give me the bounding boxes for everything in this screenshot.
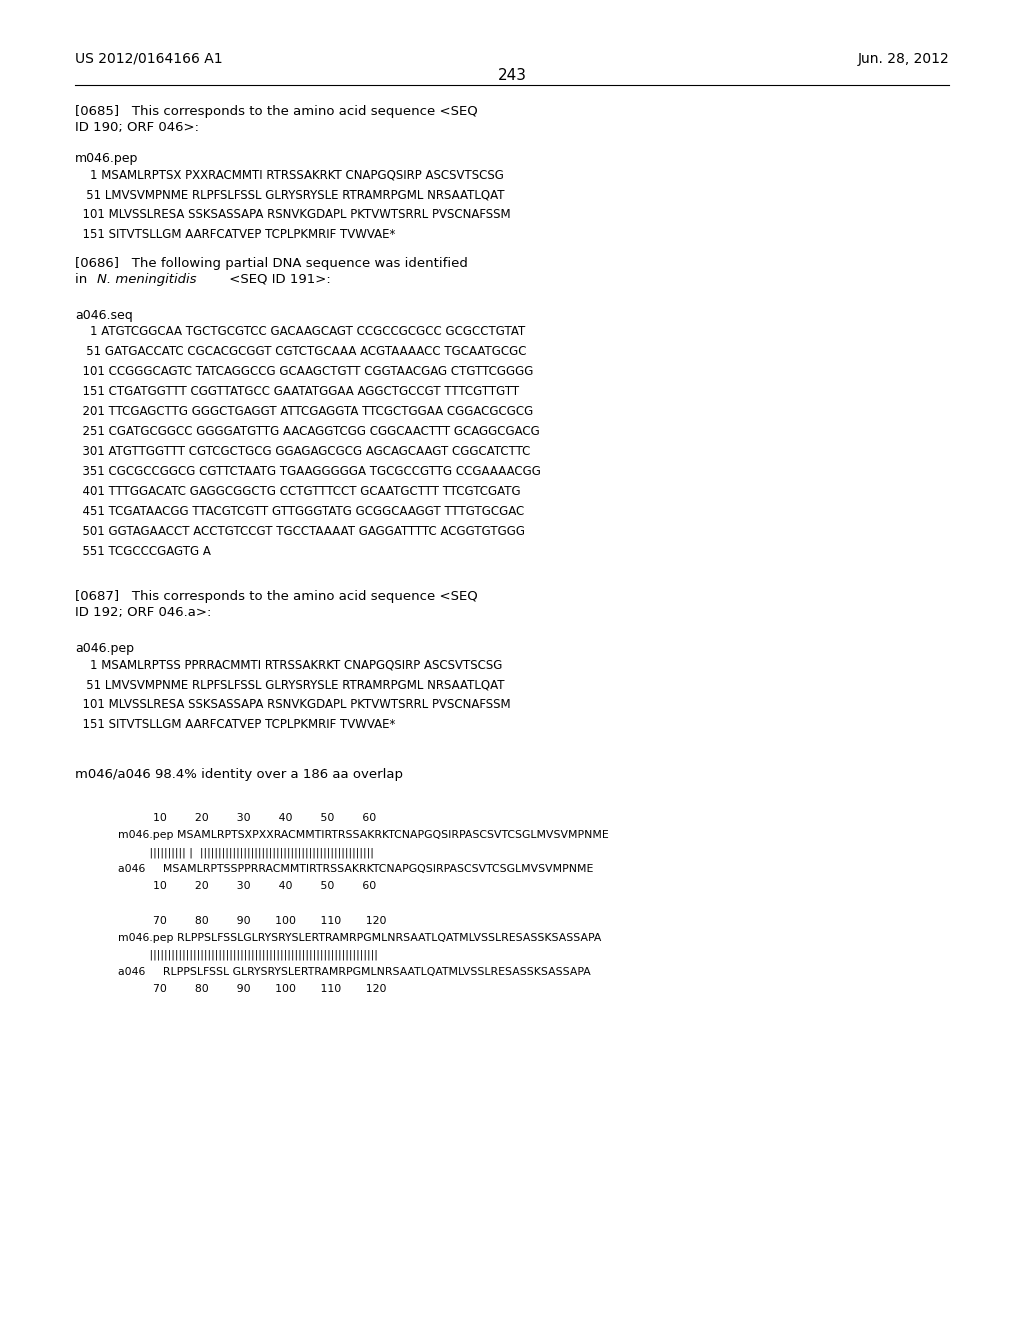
Text: 451 TCGATAACGG TTACGTCGTT GTTGGGTATG GCGGCAAGGT TTTGTGCGAC: 451 TCGATAACGG TTACGTCGTT GTTGGGTATG GCG… xyxy=(75,506,524,517)
Text: 101 MLVSSLRESA SSKSASSAPA RSNVKGDAPL PKTVWTSRRL PVSCNAFSSM: 101 MLVSSLRESA SSKSASSAPA RSNVKGDAPL PKT… xyxy=(75,209,511,220)
Text: 51 GATGACCATC CGCACGCGGT CGTCTGCAAA ACGTAAAACC TGCAATGCGC: 51 GATGACCATC CGCACGCGGT CGTCTGCAAA ACGT… xyxy=(75,345,526,358)
Text: <SEQ ID 191>:: <SEQ ID 191>: xyxy=(225,273,331,286)
Text: 1 MSAMLRPTSS PPRRACMMTI RTRSSAKRKT CNAPGQSIRP ASCSVTSCSG: 1 MSAMLRPTSS PPRRACMMTI RTRSSAKRKT CNAPG… xyxy=(75,657,503,671)
Text: 51 LMVSVMPNME RLPFSLFSSL GLRYSRYSLE RTRAMRPGML NRSAATLQAT: 51 LMVSVMPNME RLPFSLFSSL GLRYSRYSLE RTRA… xyxy=(75,187,505,201)
Text: 151 SITVTSLLGM AARFCATVEP TCPLPKMRIF TVWVAE*: 151 SITVTSLLGM AARFCATVEP TCPLPKMRIF TVW… xyxy=(75,718,395,731)
Text: in: in xyxy=(75,273,91,286)
Text: 301 ATGTTGGTTT CGTCGCTGCG GGAGAGCGCG AGCAGCAAGT CGGCATCTTC: 301 ATGTTGGTTT CGTCGCTGCG GGAGAGCGCG AGC… xyxy=(75,445,530,458)
Text: m046/a046 98.4% identity over a 186 aa overlap: m046/a046 98.4% identity over a 186 aa o… xyxy=(75,768,403,781)
Text: Jun. 28, 2012: Jun. 28, 2012 xyxy=(857,51,949,66)
Text: ID 190; ORF 046>:: ID 190; ORF 046>: xyxy=(75,121,199,135)
Text: US 2012/0164166 A1: US 2012/0164166 A1 xyxy=(75,51,222,66)
Text: 101 CCGGGCAGTC TATCAGGCCG GCAAGCTGTT CGGTAACGAG CTGTTCGGGG: 101 CCGGGCAGTC TATCAGGCCG GCAAGCTGTT CGG… xyxy=(75,366,534,378)
Text: 70        80        90       100       110       120: 70 80 90 100 110 120 xyxy=(118,983,386,994)
Text: 70        80        90       100       110       120: 70 80 90 100 110 120 xyxy=(118,916,386,927)
Text: a046.pep: a046.pep xyxy=(75,642,134,655)
Text: 10        20        30        40        50        60: 10 20 30 40 50 60 xyxy=(118,813,376,822)
Text: 201 TTCGAGCTTG GGGCTGAGGT ATTCGAGGTA TTCGCTGGAA CGGACGCGCG: 201 TTCGAGCTTG GGGCTGAGGT ATTCGAGGTA TTC… xyxy=(75,405,534,418)
Text: m046.pep RLPPSLFSSLGLRYSRYSLERTRAMRPGMLNRSAATLQATMLVSSLRESASSKSASSAPA: m046.pep RLPPSLFSSLGLRYSRYSLERTRAMRPGMLN… xyxy=(118,933,601,942)
Text: a046     MSAMLRPTSSPPRRACMMTIRTRSSAKRKTCNAPGQSIRPASCSVTCSGLMVSVMPNME: a046 MSAMLRPTSSPPRRACMMTIRTRSSAKRKTCNAPG… xyxy=(118,865,593,874)
Text: 401 TTTGGACATC GAGGCGGCTG CCTGTTTCCT GCAATGCTTT TTCGTCGATG: 401 TTTGGACATC GAGGCGGCTG CCTGTTTCCT GCA… xyxy=(75,484,520,498)
Text: 51 LMVSVMPNME RLPFSLFSSL GLRYSRYSLE RTRAMRPGML NRSAATLQAT: 51 LMVSVMPNME RLPFSLFSSL GLRYSRYSLE RTRA… xyxy=(75,678,505,690)
Text: |||||||||| |  ||||||||||||||||||||||||||||||||||||||||||||||||: |||||||||| | |||||||||||||||||||||||||||… xyxy=(118,847,374,858)
Text: N. meningitidis: N. meningitidis xyxy=(97,273,197,286)
Text: 151 CTGATGGTTT CGGTTATGCC GAATATGGAA AGGCTGCCGT TTTCGTTGTT: 151 CTGATGGTTT CGGTTATGCC GAATATGGAA AGG… xyxy=(75,385,519,399)
Text: 551 TCGCCCGAGTG A: 551 TCGCCCGAGTG A xyxy=(75,545,211,558)
Text: 251 CGATGCGGCC GGGGATGTTG AACAGGTCGG CGGCAACTTT GCAGGCGACG: 251 CGATGCGGCC GGGGATGTTG AACAGGTCGG CGG… xyxy=(75,425,540,438)
Text: ID 192; ORF 046.a>:: ID 192; ORF 046.a>: xyxy=(75,606,211,619)
Text: |||||||||||||||||||||||||||||||||||||||||||||||||||||||||||||||: ||||||||||||||||||||||||||||||||||||||||… xyxy=(118,950,378,961)
Text: [0685]   This corresponds to the amino acid sequence <SEQ: [0685] This corresponds to the amino aci… xyxy=(75,106,478,117)
Text: 151 SITVTSLLGM AARFCATVEP TCPLPKMRIF TVWVAE*: 151 SITVTSLLGM AARFCATVEP TCPLPKMRIF TVW… xyxy=(75,228,395,242)
Text: a046.seq: a046.seq xyxy=(75,309,133,322)
Text: 1 ATGTCGGCAA TGCTGCGTCC GACAAGCAGT CCGCCGCGCC GCGCCTGTAT: 1 ATGTCGGCAA TGCTGCGTCC GACAAGCAGT CCGCC… xyxy=(75,325,525,338)
Text: m046.pep: m046.pep xyxy=(75,152,138,165)
Text: 351 CGCGCCGGCG CGTTCTAATG TGAAGGGGGA TGCGCCGTTG CCGAAAACGG: 351 CGCGCCGGCG CGTTCTAATG TGAAGGGGGA TGC… xyxy=(75,465,541,478)
Text: 501 GGTAGAACCT ACCTGTCCGT TGCCTAAAAT GAGGATTTTC ACGGTGTGGG: 501 GGTAGAACCT ACCTGTCCGT TGCCTAAAAT GAG… xyxy=(75,525,525,539)
Text: [0687]   This corresponds to the amino acid sequence <SEQ: [0687] This corresponds to the amino aci… xyxy=(75,590,478,603)
Text: a046     RLPPSLFSSL GLRYSRYSLERTRAMRPGMLNRSAATLQATMLVSSLRESASSKSASSAPA: a046 RLPPSLFSSL GLRYSRYSLERTRAMRPGMLNRSA… xyxy=(118,968,591,977)
Text: m046.pep MSAMLRPTSXPXXRACMMTIRTRSSAKRKTCNAPGQSIRPASCSVTCSGLMVSVMPNME: m046.pep MSAMLRPTSXPXXRACMMTIRTRSSAKRKTC… xyxy=(118,830,608,840)
Text: 243: 243 xyxy=(498,69,526,83)
Text: 101 MLVSSLRESA SSKSASSAPA RSNVKGDAPL PKTVWTSRRL PVSCNAFSSM: 101 MLVSSLRESA SSKSASSAPA RSNVKGDAPL PKT… xyxy=(75,698,511,711)
Text: [0686]   The following partial DNA sequence was identified: [0686] The following partial DNA sequenc… xyxy=(75,257,468,271)
Text: 10        20        30        40        50        60: 10 20 30 40 50 60 xyxy=(118,880,376,891)
Text: 1 MSAMLRPTSX PXXRACMMTI RTRSSAKRKT CNAPGQSIRP ASCSVTSCSG: 1 MSAMLRPTSX PXXRACMMTI RTRSSAKRKT CNAPG… xyxy=(75,168,504,181)
